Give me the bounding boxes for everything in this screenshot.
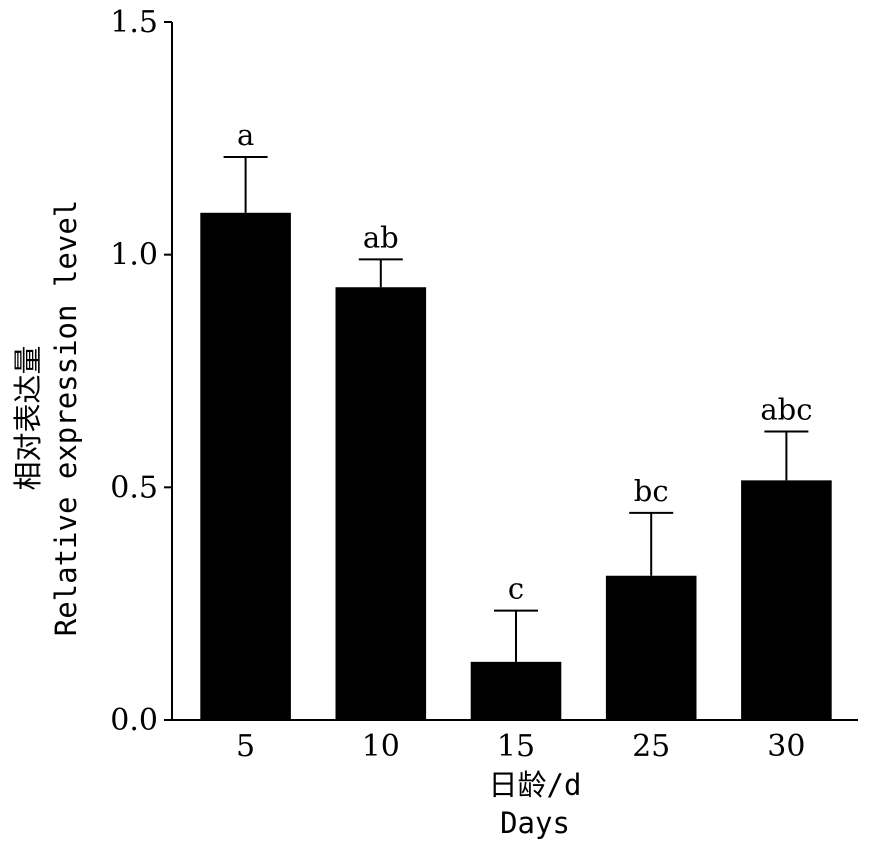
significance-label: c bbox=[508, 572, 524, 606]
x-axis: 5 10 15 25 30 bbox=[172, 719, 858, 764]
x-axis-title-en: Days bbox=[500, 806, 570, 840]
bar bbox=[741, 480, 832, 720]
significance-label: bc bbox=[634, 474, 669, 508]
y-axis: 0.0 0.5 1.0 1.5 bbox=[110, 5, 173, 738]
significance-label: abc bbox=[760, 392, 812, 426]
y-tick-label: 0.0 bbox=[110, 703, 158, 738]
error-bars bbox=[223, 155, 809, 662]
x-tick-label: 5 bbox=[236, 729, 255, 764]
bar bbox=[605, 575, 697, 720]
y-tick-label: 0.5 bbox=[110, 470, 158, 505]
x-tick-label: 30 bbox=[767, 729, 805, 764]
x-axis-title-cn: 日龄/d bbox=[489, 768, 582, 802]
y-tick-label: 1.0 bbox=[110, 238, 158, 273]
significance-label: ab bbox=[363, 220, 399, 254]
bars bbox=[200, 212, 832, 720]
bar bbox=[335, 287, 427, 720]
y-tick-label: 1.5 bbox=[110, 5, 158, 40]
y-axis-title-cn: 相对表达量 bbox=[11, 345, 45, 490]
y-axis-title-en: Relative expression level bbox=[49, 200, 83, 637]
significance-label: a bbox=[237, 118, 254, 152]
x-tick-label: 10 bbox=[362, 729, 400, 764]
bar bbox=[470, 661, 562, 720]
x-tick-label: 15 bbox=[497, 729, 535, 764]
x-tick-label: 25 bbox=[632, 729, 670, 764]
bar bbox=[200, 212, 291, 720]
